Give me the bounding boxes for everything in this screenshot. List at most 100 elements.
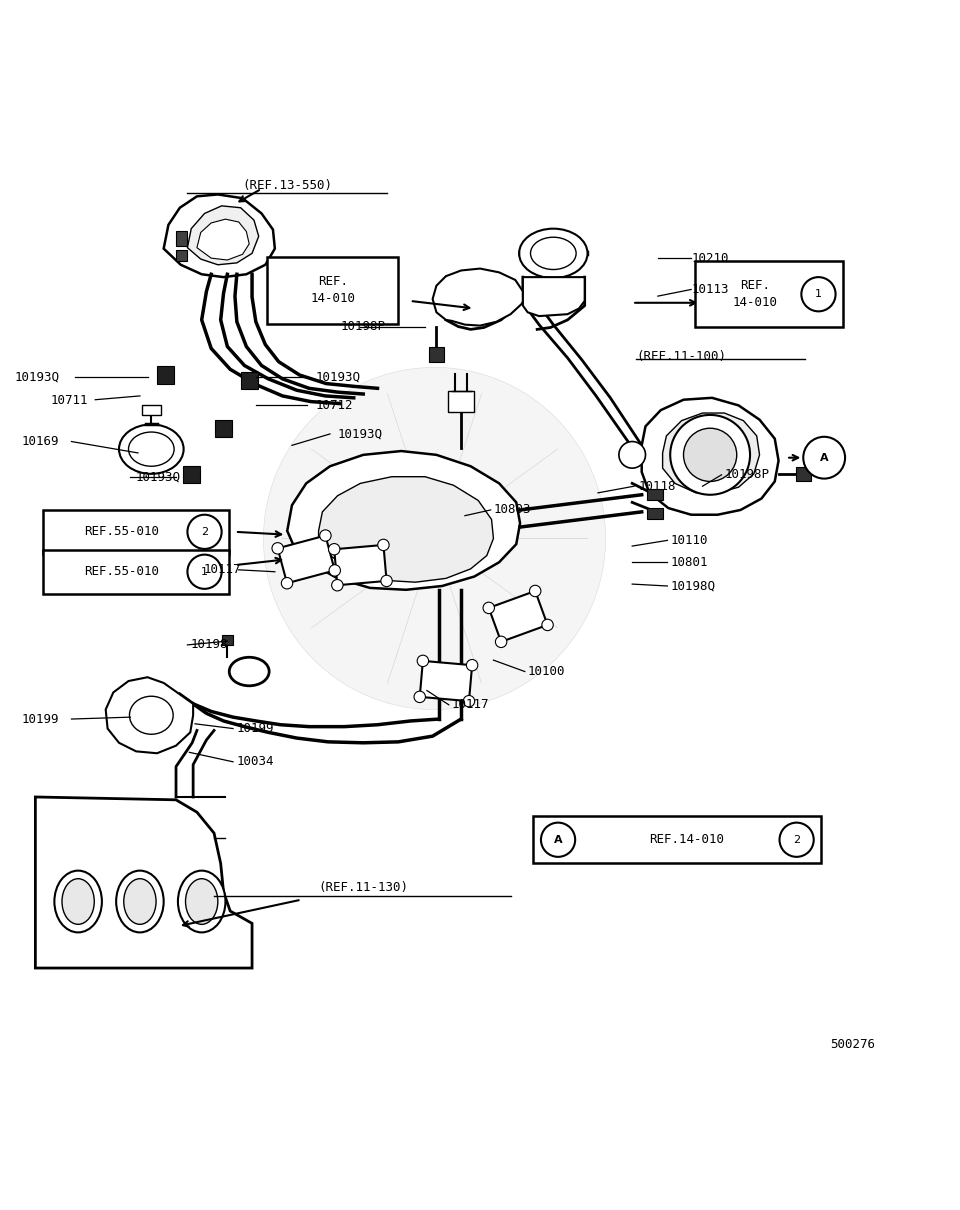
Bar (241, 373, 257, 390)
Circle shape (263, 368, 606, 709)
Text: REF.: REF. (740, 280, 770, 292)
Polygon shape (36, 797, 252, 968)
Text: 10193Q: 10193Q (135, 471, 180, 483)
Circle shape (464, 696, 474, 707)
Bar (447, 391, 474, 413)
Text: 10100: 10100 (528, 666, 565, 678)
Ellipse shape (124, 878, 156, 924)
Circle shape (495, 636, 507, 647)
Circle shape (329, 565, 341, 576)
FancyBboxPatch shape (43, 549, 229, 594)
Bar (142, 405, 161, 415)
FancyBboxPatch shape (534, 816, 822, 864)
Circle shape (187, 554, 222, 589)
Ellipse shape (129, 432, 174, 466)
Text: 10199: 10199 (237, 722, 275, 734)
Text: 10034: 10034 (237, 755, 275, 768)
Text: 10198P: 10198P (725, 468, 769, 482)
Polygon shape (197, 219, 250, 260)
Text: 14-010: 14-010 (310, 293, 355, 305)
Bar (176, 249, 187, 261)
Text: 10193Q: 10193Q (316, 370, 361, 384)
Text: REF.55-010: REF.55-010 (84, 525, 159, 538)
Ellipse shape (55, 871, 102, 933)
Circle shape (780, 823, 814, 857)
Bar (796, 467, 811, 480)
Text: 500276: 500276 (830, 1037, 876, 1050)
FancyBboxPatch shape (267, 258, 398, 324)
Circle shape (320, 530, 331, 541)
Text: (REF.13-550): (REF.13-550) (242, 179, 332, 191)
Text: 10712: 10712 (316, 399, 353, 411)
Text: 14-010: 14-010 (732, 296, 778, 310)
Circle shape (467, 659, 478, 670)
Text: (REF.11-100): (REF.11-100) (636, 350, 726, 363)
Polygon shape (641, 398, 779, 514)
Circle shape (541, 823, 575, 857)
Text: 10711: 10711 (50, 394, 87, 408)
Polygon shape (334, 544, 387, 586)
Circle shape (530, 586, 540, 597)
Bar (157, 367, 174, 384)
Polygon shape (662, 413, 759, 492)
Text: 10198Q: 10198Q (670, 580, 715, 593)
Bar (647, 508, 662, 519)
Polygon shape (523, 277, 585, 316)
Text: 10169: 10169 (22, 436, 60, 448)
Text: A: A (554, 835, 563, 845)
Polygon shape (287, 451, 520, 589)
Text: 1: 1 (201, 566, 208, 577)
Circle shape (281, 577, 293, 589)
Polygon shape (433, 269, 523, 325)
Text: 2: 2 (201, 526, 208, 537)
Circle shape (381, 575, 393, 587)
Text: 10118: 10118 (638, 479, 677, 492)
Polygon shape (187, 206, 258, 265)
Bar (215, 420, 232, 437)
Ellipse shape (130, 696, 173, 734)
Circle shape (619, 442, 645, 468)
Circle shape (377, 540, 389, 551)
Ellipse shape (178, 871, 226, 933)
Polygon shape (420, 661, 472, 701)
Text: 2: 2 (793, 835, 801, 845)
Ellipse shape (531, 237, 576, 270)
Text: A: A (820, 453, 828, 462)
FancyBboxPatch shape (695, 261, 843, 328)
Text: 10193Q: 10193Q (14, 370, 60, 384)
Bar (182, 466, 200, 483)
Text: (REF.11-130): (REF.11-130) (319, 881, 408, 894)
Ellipse shape (229, 657, 269, 686)
FancyBboxPatch shape (43, 509, 229, 554)
Circle shape (483, 603, 494, 613)
Circle shape (328, 543, 340, 555)
Circle shape (272, 542, 283, 554)
Circle shape (331, 580, 343, 590)
Circle shape (802, 277, 835, 311)
Text: REF.14-010: REF.14-010 (649, 834, 725, 846)
Circle shape (187, 514, 222, 549)
Text: 10803: 10803 (493, 503, 531, 517)
Circle shape (670, 415, 750, 495)
Ellipse shape (185, 878, 218, 924)
Circle shape (541, 620, 553, 630)
Text: 1: 1 (815, 289, 822, 299)
Ellipse shape (519, 229, 588, 278)
Polygon shape (277, 536, 335, 583)
Text: 10198P: 10198P (341, 319, 386, 333)
Polygon shape (319, 477, 493, 582)
Text: REF.: REF. (318, 276, 348, 288)
Polygon shape (106, 678, 193, 754)
Circle shape (804, 437, 845, 479)
Text: 10210: 10210 (691, 252, 729, 265)
Bar (429, 347, 444, 362)
Circle shape (418, 655, 428, 667)
Ellipse shape (119, 425, 183, 474)
Bar (647, 489, 662, 501)
Ellipse shape (116, 871, 163, 933)
Bar (222, 635, 233, 645)
Text: 10110: 10110 (670, 534, 708, 547)
Text: 10198: 10198 (190, 639, 228, 651)
Polygon shape (163, 195, 275, 277)
Ellipse shape (62, 878, 94, 924)
